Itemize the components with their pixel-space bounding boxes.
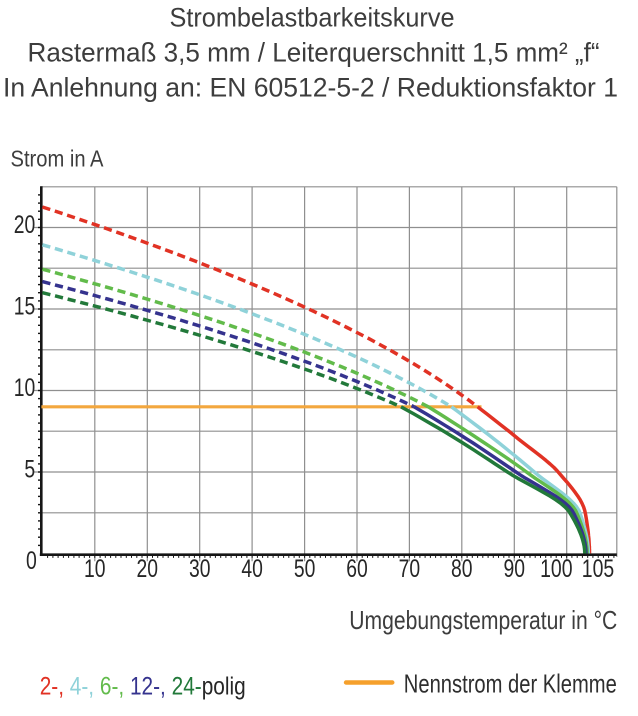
svg-text:0: 0 xyxy=(26,547,37,575)
svg-text:10: 10 xyxy=(84,555,106,583)
svg-text:Strombelastbarkeitskurve: Strombelastbarkeitskurve xyxy=(170,3,455,33)
svg-text:80: 80 xyxy=(451,555,473,583)
svg-text:2-, 4-, 6-, 12-, 24-polig: 2-, 4-, 6-, 12-, 24-polig xyxy=(40,673,246,701)
svg-text:70: 70 xyxy=(399,555,421,583)
svg-text:Umgebungstemperatur in °C: Umgebungstemperatur in °C xyxy=(349,605,617,635)
svg-text:20: 20 xyxy=(137,555,159,583)
svg-text:100: 100 xyxy=(540,555,572,583)
svg-text:Strom in A: Strom in A xyxy=(11,146,105,172)
svg-text:5: 5 xyxy=(24,455,35,483)
svg-text:50: 50 xyxy=(294,555,316,583)
svg-text:90: 90 xyxy=(504,555,526,583)
svg-text:Nennstrom der Klemme: Nennstrom der Klemme xyxy=(404,668,617,698)
svg-text:105: 105 xyxy=(582,555,614,583)
svg-text:30: 30 xyxy=(189,555,211,583)
svg-text:20: 20 xyxy=(14,211,36,239)
svg-text:15: 15 xyxy=(14,292,36,320)
svg-text:10: 10 xyxy=(14,374,36,402)
svg-text:In Anlehnung an: EN 60512-5-2: In Anlehnung an: EN 60512-5-2 / Reduktio… xyxy=(3,73,618,103)
svg-text:40: 40 xyxy=(241,555,263,583)
svg-text:Rastermaß 3,5 mm / Leiterquers: Rastermaß 3,5 mm / Leiterquerschnitt 1,5… xyxy=(28,38,600,68)
svg-text:60: 60 xyxy=(346,555,368,583)
